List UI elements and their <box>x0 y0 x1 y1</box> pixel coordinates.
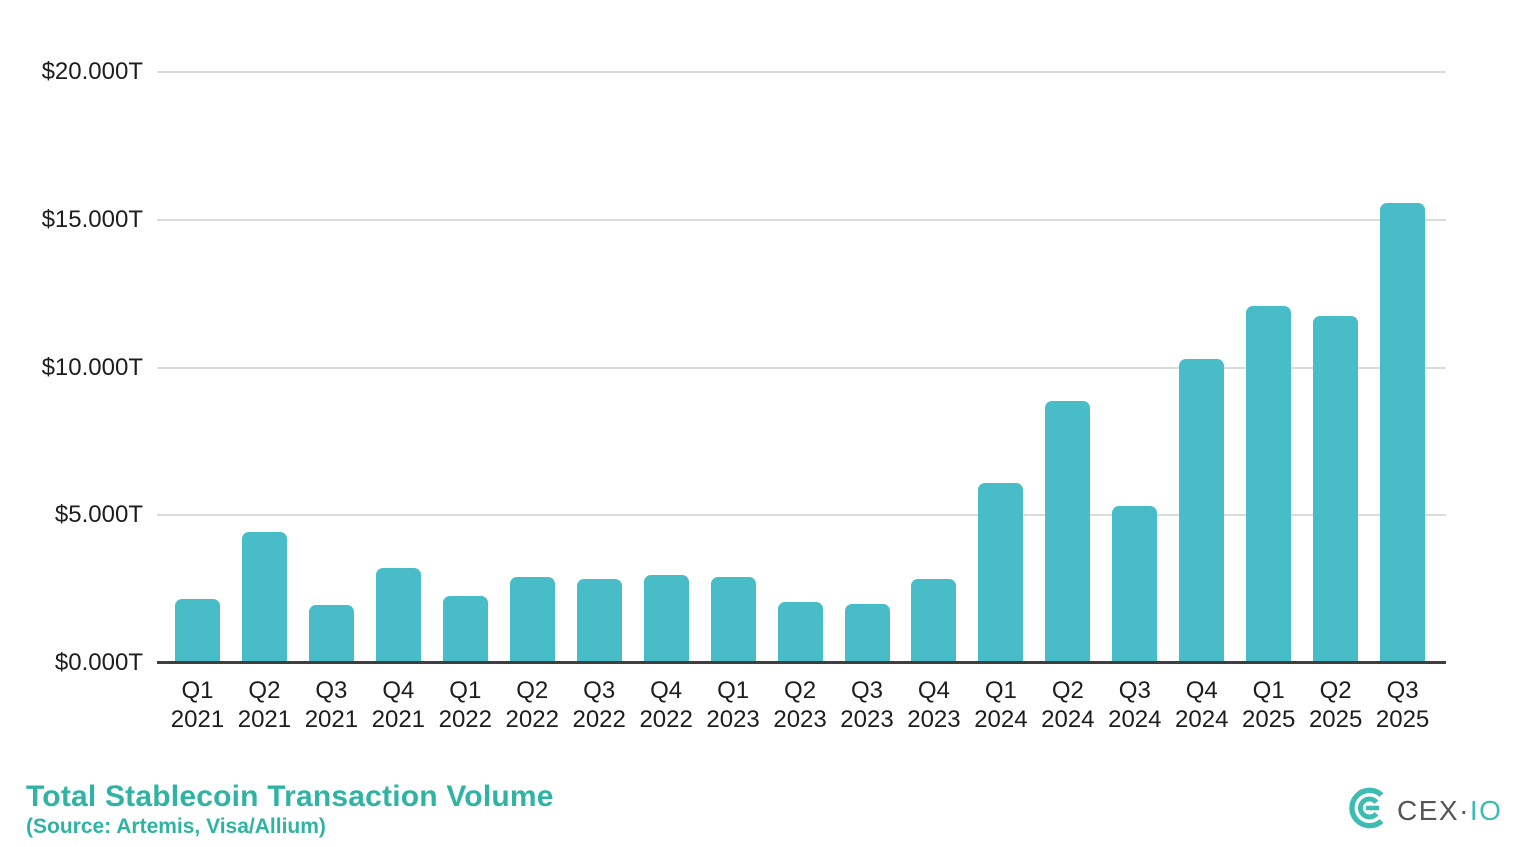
bar-q2-2021 <box>241 531 287 663</box>
y-axis-label-0T: $0.000T <box>54 649 143 676</box>
bar-q3-2022 <box>576 578 622 663</box>
gridline-5T <box>157 514 1446 517</box>
x-axis-label-year: 2025 <box>1375 706 1430 733</box>
x-axis-label-year: 2021 <box>371 706 426 733</box>
bar-q4-2024 <box>1179 358 1225 663</box>
x-axis-label-q1-2021: Q1 2021 <box>153 676 243 734</box>
x-axis-label-quarter: Q2 <box>784 677 817 704</box>
x-axis-label-quarter: Q2 <box>1051 677 1084 704</box>
cexio-logo: CEX·IO <box>1347 786 1502 835</box>
x-axis-label-q3-2024: Q3 2024 <box>1090 676 1180 734</box>
x-axis-label-q2-2022: Q2 2022 <box>487 676 577 734</box>
bar-q1-2021 <box>175 598 220 663</box>
cexio-wordmark: CEX·IO <box>1397 789 1502 833</box>
gridline-20T <box>157 71 1446 73</box>
x-axis-label-q3-2022: Q3 2022 <box>554 676 644 734</box>
cexio-emblem-icon <box>1347 786 1389 835</box>
x-axis-label-year: 2025 <box>1241 706 1296 733</box>
x-axis-label-q1-2025: Q1 2025 <box>1224 676 1314 734</box>
x-axis-line <box>157 661 1446 664</box>
x-axis-label-quarter: Q4 <box>917 677 950 704</box>
bar-q4-2021 <box>375 567 421 663</box>
x-axis-label-quarter: Q1 <box>449 677 482 704</box>
x-axis-label-quarter: Q2 <box>1319 677 1352 704</box>
x-axis-label-q3-2021: Q3 2021 <box>286 676 376 734</box>
x-axis-label-q3-2025: Q3 2025 <box>1358 676 1448 734</box>
x-axis-label-q4-2023: Q4 2023 <box>889 676 979 734</box>
gridline-15T <box>157 218 1446 221</box>
x-axis-label-q2-2021: Q2 2021 <box>219 676 309 734</box>
x-axis-label-quarter: Q1 <box>1252 677 1285 704</box>
y-axis-label-20T: $20.000T <box>41 58 143 85</box>
x-axis-label-year: 2022 <box>572 706 626 733</box>
x-axis-label-q2-2023: Q2 2023 <box>755 676 845 734</box>
x-axis-label-year: 2022 <box>505 706 559 733</box>
x-axis-label-q4-2024: Q4 2024 <box>1157 676 1247 734</box>
x-axis-label-year: 2024 <box>1108 706 1162 733</box>
bar-q4-2022 <box>643 574 689 663</box>
x-axis-label-quarter: Q3 <box>583 677 616 704</box>
x-axis-label-year: 2024 <box>1041 706 1095 733</box>
x-axis-label-quarter: Q3 <box>1386 677 1419 704</box>
bar-q1-2022 <box>442 595 488 663</box>
bar-q4-2023 <box>911 578 957 663</box>
y-axis-label-5T: $5.000T <box>54 501 143 529</box>
cexio-wordmark-io: IO <box>1469 794 1503 826</box>
x-axis-label-year: 2025 <box>1308 706 1363 733</box>
cexio-wordmark-separator: · <box>1459 794 1470 826</box>
x-axis-label-year: 2023 <box>840 706 894 733</box>
x-axis-label-q4-2021: Q4 2021 <box>353 676 443 734</box>
plot-area <box>157 71 1446 664</box>
x-axis-label-q3-2023: Q3 2023 <box>822 676 912 734</box>
y-axis-label-10T: $10.000T <box>41 353 143 381</box>
bar-q3-2023 <box>844 603 890 663</box>
x-axis-label-q1-2024: Q1 2024 <box>956 676 1046 734</box>
x-axis-label-year: 2021 <box>237 706 292 733</box>
x-axis-label-quarter: Q4 <box>382 677 415 704</box>
x-axis-label-year: 2023 <box>706 706 760 733</box>
bar-q3-2021 <box>308 604 354 663</box>
bar-q3-2025 <box>1380 202 1426 663</box>
bar-q2-2024 <box>1045 400 1091 663</box>
x-axis-label-quarter: Q3 <box>850 677 883 704</box>
x-axis-label-year: 2024 <box>1175 706 1229 733</box>
x-axis-label-year: 2021 <box>170 706 225 733</box>
bar-q1-2025 <box>1246 305 1292 663</box>
x-axis-label-quarter: Q3 <box>1118 677 1151 704</box>
chart-title: Total Stablecoin Transaction Volume <box>26 780 554 813</box>
x-axis-label-year: 2024 <box>974 706 1028 733</box>
bar-q2-2025 <box>1313 315 1359 663</box>
x-axis-label-year: 2023 <box>907 706 961 733</box>
y-axis-label-15T: $15.000T <box>41 205 143 233</box>
x-axis-label-q4-2022: Q4 2022 <box>621 676 711 734</box>
x-axis-label-q2-2024: Q2 2024 <box>1023 676 1113 734</box>
x-axis-label-year: 2022 <box>639 706 693 733</box>
x-axis-label-q2-2025: Q2 2025 <box>1291 676 1381 734</box>
x-axis-label-quarter: Q3 <box>315 677 348 704</box>
x-axis-label-quarter: Q4 <box>650 677 683 704</box>
bar-q2-2023 <box>777 601 823 663</box>
x-axis-label-quarter: Q1 <box>717 677 750 704</box>
bar-q2-2022 <box>509 576 555 663</box>
chart-source: (Source: Artemis, Visa/Allium) <box>26 815 326 838</box>
x-axis-label-q1-2022: Q1 2022 <box>420 676 510 734</box>
bar-q1-2023 <box>710 576 756 663</box>
x-axis-label-quarter: Q1 <box>984 677 1017 704</box>
x-axis-label-year: 2023 <box>773 706 827 733</box>
x-axis-label-quarter: Q4 <box>1185 677 1218 704</box>
x-axis-label-year: 2022 <box>438 706 492 733</box>
cexio-wordmark-cex: CEX <box>1397 794 1460 826</box>
x-axis-label-quarter: Q1 <box>181 677 214 704</box>
x-axis-label-q1-2023: Q1 2023 <box>688 676 778 734</box>
x-axis-label-quarter: Q2 <box>248 677 281 704</box>
x-axis-label-year: 2021 <box>304 706 359 733</box>
bar-q3-2024 <box>1112 505 1158 663</box>
bar-q1-2024 <box>978 482 1024 663</box>
gridline-10T <box>157 366 1446 369</box>
x-axis-label-quarter: Q2 <box>516 677 549 704</box>
